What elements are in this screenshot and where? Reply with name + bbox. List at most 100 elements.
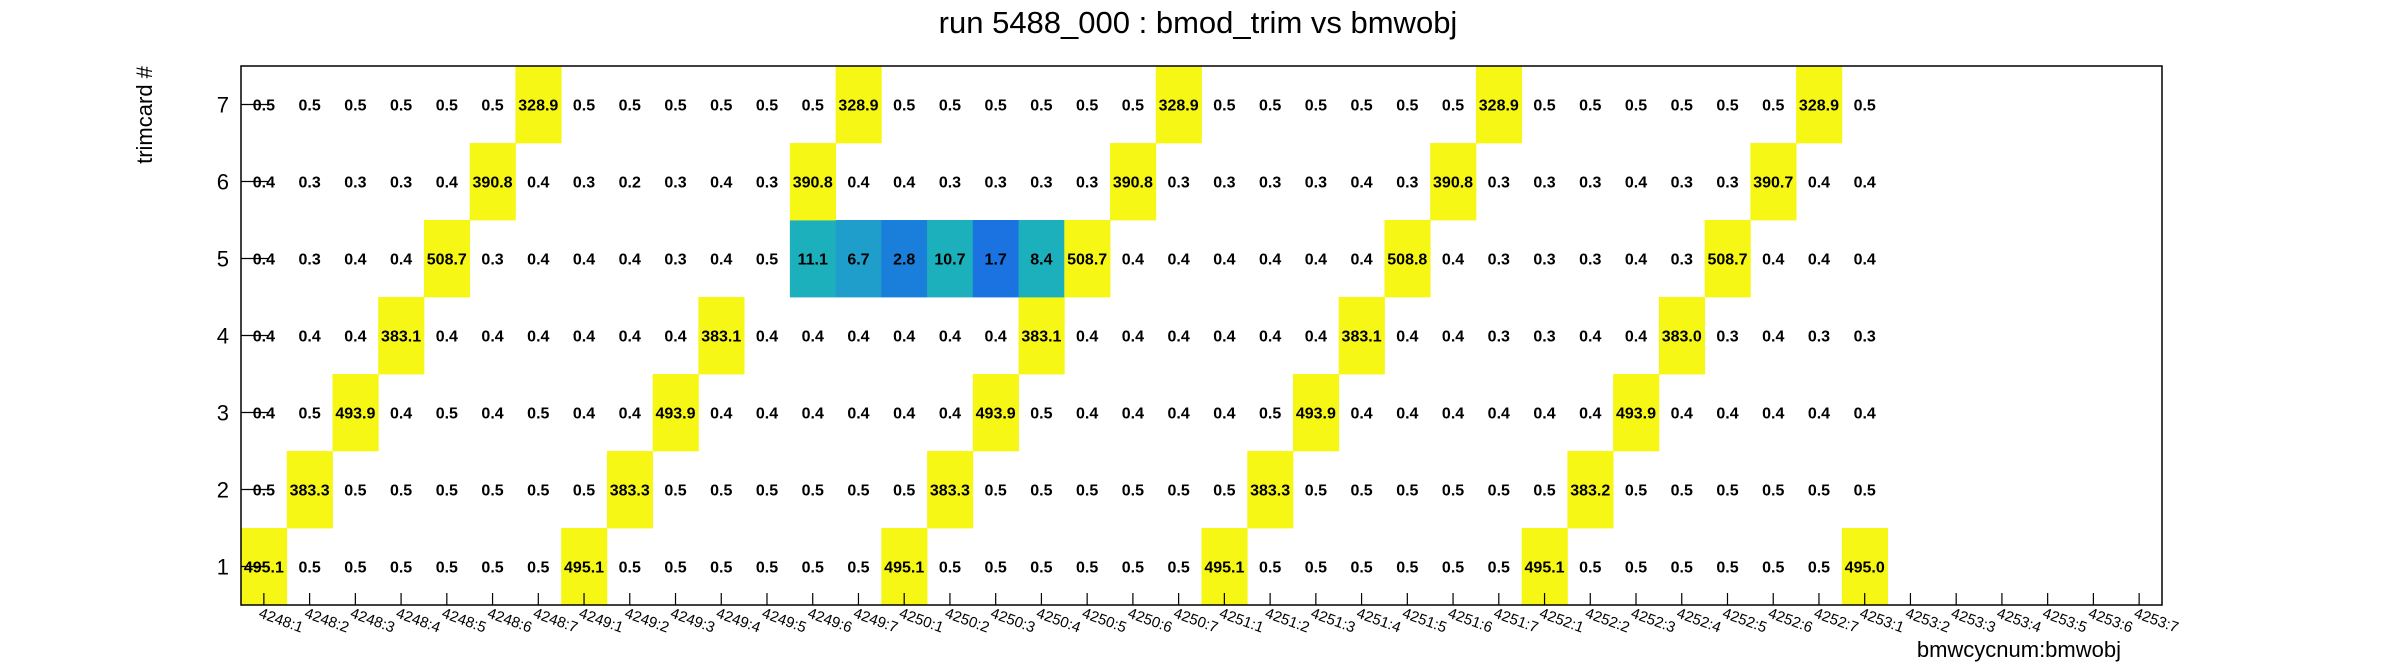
cell-value-label: 0.5 — [1488, 560, 1510, 577]
cell-value-label: 0.4 — [1762, 329, 1784, 346]
cell-value-label: 0.4 — [573, 252, 595, 269]
cell-value-label: 495.1 — [564, 560, 604, 577]
cell-value-label: 0.4 — [253, 406, 275, 423]
cell-value-label: 0.3 — [1579, 175, 1601, 192]
cell-value-label: 383.1 — [1342, 329, 1382, 346]
cell-value-label: 390.8 — [1433, 175, 1473, 192]
cell-value-label: 328.9 — [1479, 98, 1519, 115]
cell-value-label: 493.9 — [1296, 406, 1336, 423]
cell-value-label: 0.4 — [1579, 329, 1601, 346]
x-tick-label: 4248:5 — [439, 605, 488, 637]
cell-value-label: 0.3 — [985, 175, 1007, 192]
cell-value-label: 0.5 — [1350, 98, 1372, 115]
cell-value-label: 0.3 — [1305, 175, 1327, 192]
cell-value-label: 0.5 — [1259, 98, 1281, 115]
x-tick-label: 4250:5 — [1080, 605, 1129, 637]
x-tick-label: 4253:4 — [1995, 605, 2044, 637]
heatmap-cell — [1658, 297, 1706, 375]
cell-value-label: 0.5 — [481, 98, 503, 115]
heatmap-cell — [1292, 374, 1340, 452]
cell-value-label: 0.4 — [1625, 252, 1647, 269]
x-tick-labels: 4248:14248:24248:34248:44248:54248:64248… — [257, 605, 2181, 637]
x-tick-label: 4252:4 — [1674, 605, 1723, 637]
cell-value-label: 6.7 — [847, 252, 869, 269]
heatmap-cell — [1384, 220, 1431, 298]
x-tick-label: 4248:2 — [302, 605, 351, 637]
cell-value-label: 10.7 — [934, 252, 965, 269]
heatmap-cell — [972, 374, 1019, 452]
cell-value-label: 0.3 — [664, 175, 686, 192]
cell-value-label: 0.5 — [985, 98, 1007, 115]
cell-value-label: 0.5 — [1579, 98, 1601, 115]
cell-value-label: 0.3 — [1533, 252, 1555, 269]
cell-value-label: 0.4 — [1442, 406, 1464, 423]
y-tick-label: 3 — [217, 401, 229, 426]
cell-value-label: 0.4 — [802, 329, 824, 346]
cell-value-label: 0.5 — [436, 560, 458, 577]
cell-value-label: 0.4 — [1350, 406, 1372, 423]
cell-value-label: 0.5 — [1076, 560, 1098, 577]
cell-value-label: 0.5 — [436, 483, 458, 500]
cell-value-label: 0.5 — [939, 98, 961, 115]
cell-value-label: 0.4 — [1808, 175, 1830, 192]
cell-value-label: 0.3 — [1076, 175, 1098, 192]
y-axis-title: trimcard # — [132, 65, 157, 164]
cell-value-label: 0.5 — [1533, 98, 1555, 115]
cell-value-label: 493.9 — [976, 406, 1016, 423]
x-tick-label: 4249:1 — [577, 605, 626, 637]
cell-value-label: 0.4 — [1168, 406, 1190, 423]
cell-value-label: 0.5 — [298, 406, 320, 423]
heatmap-cell — [1338, 297, 1385, 375]
cell-value-label: 495.1 — [1204, 560, 1244, 577]
cell-value-label: 0.4 — [481, 406, 503, 423]
heatmap-cell — [1567, 451, 1614, 529]
cell-value-label: 0.4 — [1533, 406, 1555, 423]
y-tick-label: 5 — [217, 247, 229, 272]
cell-value-label: 0.4 — [573, 329, 595, 346]
cell-value-label: 0.3 — [1579, 252, 1601, 269]
cell-value-label: 0.3 — [1854, 329, 1876, 346]
x-tick-label: 4250:3 — [988, 605, 1037, 637]
heatmap-cell — [1475, 66, 1523, 144]
cell-value-label: 0.4 — [1213, 406, 1235, 423]
cell-value-label: 0.3 — [390, 175, 412, 192]
cell-value-label: 0.5 — [1854, 483, 1876, 500]
cell-value-label: 0.5 — [1030, 98, 1052, 115]
cell-value-label: 0.5 — [253, 98, 275, 115]
heatmap-cells: 495.1 0.5 0.5 0.5 0.5 0.5 0.5 495.1 0.5 0.5 0.5 0.5… — [241, 66, 1888, 606]
cell-value-label: 0.5 — [1396, 483, 1418, 500]
x-tick-label: 4253:1 — [1857, 605, 1906, 637]
cell-value-label: 390.8 — [1113, 175, 1153, 192]
cell-value-label: 0.5 — [1671, 483, 1693, 500]
heatmap-cell — [378, 297, 425, 375]
cell-value-label: 0.5 — [710, 560, 732, 577]
cell-value-label: 0.5 — [481, 560, 503, 577]
heatmap-cell — [286, 451, 333, 529]
heatmap-cell — [698, 297, 745, 375]
cell-value-label: 0.5 — [1076, 483, 1098, 500]
cell-value-label: 0.5 — [298, 98, 320, 115]
cell-value-label: 0.4 — [847, 175, 869, 192]
cell-value-label: 0.4 — [1259, 329, 1281, 346]
y-tick-label: 7 — [217, 93, 229, 118]
heatmap-cell — [1796, 66, 1843, 144]
cell-value-label: 0.5 — [664, 483, 686, 500]
y-tick-label: 4 — [217, 324, 229, 349]
x-tick-label: 4250:2 — [943, 605, 992, 637]
cell-value-label: 0.3 — [1671, 175, 1693, 192]
cell-value-label: 0.4 — [1168, 329, 1190, 346]
cell-value-label: 0.5 — [664, 98, 686, 115]
cell-value-label: 0.4 — [1259, 252, 1281, 269]
cell-value-label: 0.5 — [253, 483, 275, 500]
cell-value-label: 0.5 — [1533, 483, 1555, 500]
x-tick-label: 4251:3 — [1308, 605, 1357, 637]
cell-value-label: 0.4 — [1305, 252, 1327, 269]
heatmap-cell — [652, 374, 699, 452]
cell-value-label: 0.3 — [1396, 175, 1418, 192]
cell-value-label: 0.3 — [344, 175, 366, 192]
cell-value-label: 0.5 — [1122, 483, 1144, 500]
x-tick-label: 4253:3 — [1949, 605, 1998, 637]
x-tick-label: 4248:4 — [394, 605, 443, 637]
cell-value-label: 0.3 — [1808, 329, 1830, 346]
cell-value-label: 0.4 — [939, 406, 961, 423]
